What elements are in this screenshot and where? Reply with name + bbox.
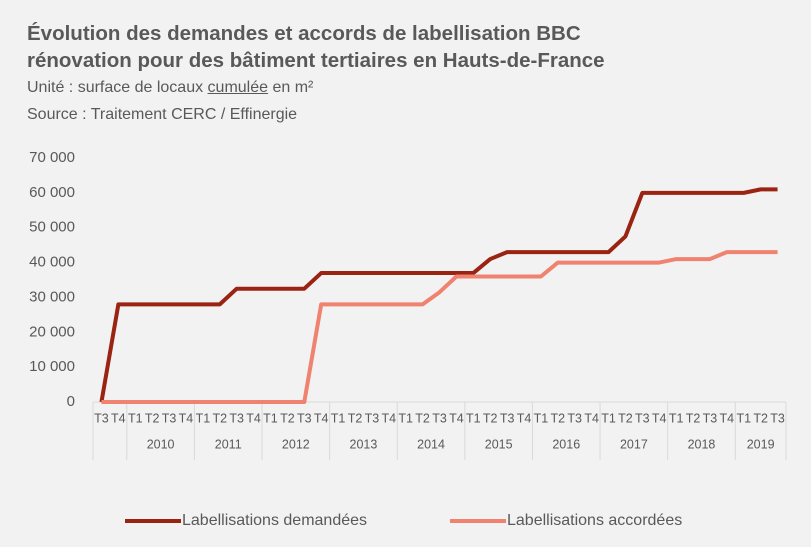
x-tick-label: T3 [770, 411, 785, 425]
x-tick-label: T2 [483, 411, 498, 425]
x-tick-label: T3 [94, 411, 109, 425]
x-tick-label: T4 [314, 411, 329, 425]
x-tick-label: T2 [753, 411, 768, 425]
x-tick-label: T1 [601, 411, 616, 425]
x-tick-label: T4 [246, 411, 261, 425]
x-tick-label: T4 [179, 411, 194, 425]
subtitle: Unité : surface de locaux cumulée en m² [27, 74, 605, 101]
header: Évolution des demandes et accords de lab… [27, 20, 605, 128]
year-label: 2015 [485, 437, 513, 451]
x-tick-label: T1 [196, 411, 211, 425]
x-tick-label: T3 [432, 411, 447, 425]
y-tick-label: 10 000 [29, 358, 75, 375]
x-tick-label: T4 [381, 411, 396, 425]
x-tick-label: T4 [584, 411, 599, 425]
y-tick-label: 70 000 [29, 149, 75, 166]
x-tick-label: T4 [517, 411, 532, 425]
y-tick-label: 40 000 [29, 254, 75, 271]
year-label: 2019 [747, 437, 775, 451]
y-tick-label: 50 000 [29, 219, 75, 236]
year-label: 2011 [215, 437, 242, 451]
x-tick-label: T2 [415, 411, 430, 425]
x-tick-label: T3 [567, 411, 582, 425]
series-line [101, 250, 778, 404]
year-label: 2018 [688, 437, 716, 451]
x-tick-label: T3 [229, 411, 244, 425]
x-tick-label: T3 [703, 411, 718, 425]
x-tick-label: T3 [297, 411, 312, 425]
y-tick-label: 20 000 [29, 323, 75, 340]
x-tick-label: T4 [449, 411, 464, 425]
x-tick-label: T1 [669, 411, 684, 425]
x-tick-label: T2 [145, 411, 160, 425]
subtitle-part: en m² [268, 79, 314, 96]
chart-title: Évolution des demandes et accords de lab… [27, 22, 581, 45]
x-tick-label: T2 [280, 411, 295, 425]
x-tick-label: T2 [212, 411, 227, 425]
x-tick-label: T1 [466, 411, 481, 425]
series-line [99, 187, 778, 403]
x-tick-label: T1 [128, 411, 143, 425]
subtitle-part: Unité : surface de locaux [27, 79, 208, 96]
year-label: 2012 [282, 437, 310, 451]
x-tick-label: T3 [365, 411, 380, 425]
legend-label: Labellisations accordées [507, 512, 682, 529]
year-label: 2016 [552, 437, 580, 451]
x-tick-label: T4 [652, 411, 667, 425]
y-tick-label: 30 000 [29, 288, 75, 305]
x-tick-label: T1 [736, 411, 751, 425]
y-tick-label: 60 000 [29, 184, 75, 201]
x-tick-label: T1 [398, 411, 413, 425]
x-tick-label: T1 [331, 411, 346, 425]
y-tick-label: 0 [67, 393, 75, 410]
x-tick-label: T2 [618, 411, 633, 425]
x-tick-label: T2 [348, 411, 363, 425]
x-tick-label: T3 [635, 411, 650, 425]
source: Source : Traitement CERC / Effinergie [27, 106, 298, 123]
x-tick-label: T2 [551, 411, 566, 425]
subtitle-part: cumulée [207, 79, 269, 96]
x-tick-label: T3 [162, 411, 177, 425]
x-tick-label: T4 [111, 411, 126, 425]
x-tick-label: T4 [720, 411, 735, 425]
legend-label: Labellisations demandées [182, 512, 367, 529]
year-label: 2017 [620, 437, 648, 451]
x-tick-label: T3 [500, 411, 515, 425]
chart-title: rénovation pour des bâtiment tertiaires … [27, 49, 605, 72]
year-label: 2013 [350, 437, 378, 451]
year-label: 2010 [147, 437, 175, 451]
year-label: 2014 [417, 437, 445, 451]
x-tick-label: T1 [534, 411, 549, 425]
x-tick-label: T1 [263, 411, 278, 425]
x-tick-label: T2 [686, 411, 701, 425]
